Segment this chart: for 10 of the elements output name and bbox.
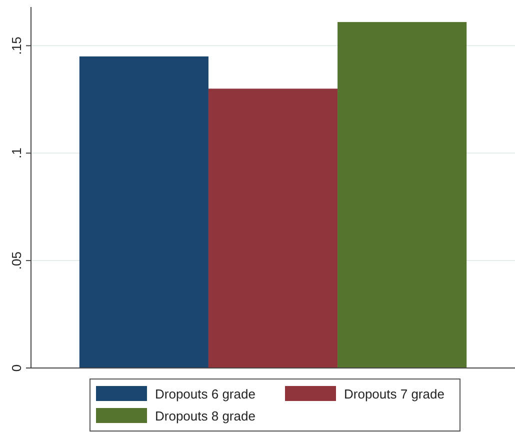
y-tick-label: 0 xyxy=(9,364,24,372)
legend-label: Dropouts 6 grade xyxy=(155,386,256,402)
bar xyxy=(338,22,467,368)
y-tick-label: .1 xyxy=(9,148,24,159)
y-tick-label: .05 xyxy=(9,252,24,270)
y-tick-label: .15 xyxy=(9,36,24,55)
legend-label: Dropouts 7 grade xyxy=(344,386,444,402)
bar xyxy=(79,56,208,368)
legend-label: Dropouts 8 grade xyxy=(155,408,256,424)
bar xyxy=(208,88,338,368)
